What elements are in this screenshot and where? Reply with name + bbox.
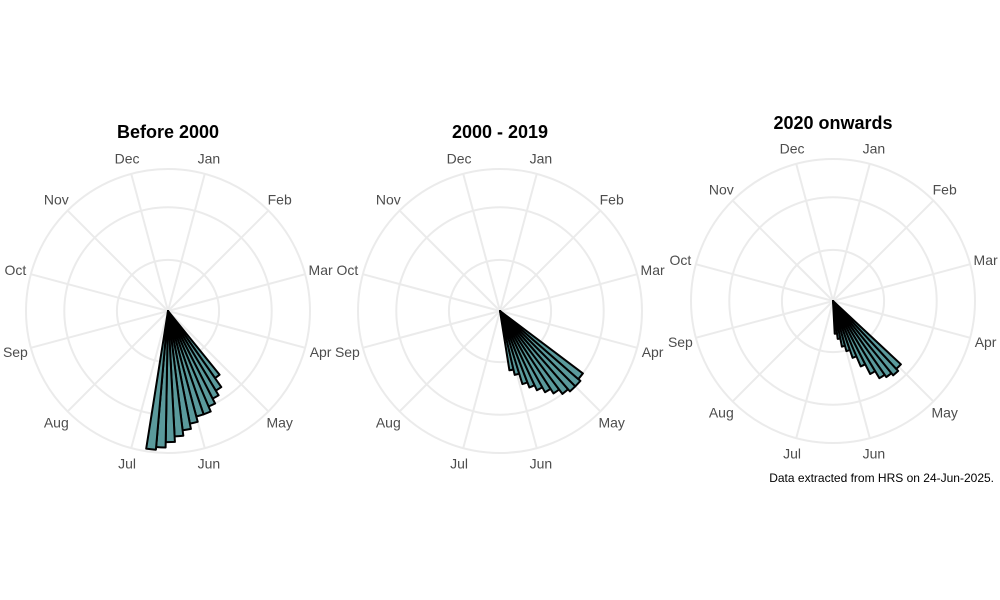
grid-spoke-feb — [832, 199, 935, 302]
grid-spoke-oct — [30, 273, 169, 312]
month-label-feb: Feb — [268, 191, 292, 207]
grid-ring-3 — [357, 168, 643, 454]
month-label-dec: Dec — [115, 150, 140, 166]
grid-ring-1 — [447, 258, 553, 364]
grid-ring-2 — [728, 196, 938, 406]
month-label-aug: Aug — [376, 415, 401, 431]
month-label-nov: Nov — [709, 181, 734, 197]
month-label-apr: Apr — [975, 334, 997, 350]
rose-bar — [832, 300, 902, 370]
grid-spoke-nov — [731, 199, 834, 302]
grid-spoke-nov — [66, 209, 169, 312]
grid-spoke-apr — [167, 310, 306, 349]
grid-spoke-aug — [66, 310, 169, 413]
month-label-jan: Jan — [530, 150, 553, 166]
month-label-oct: Oct — [337, 262, 359, 278]
month-label-sep: Sep — [668, 334, 693, 350]
grid-spoke-mar — [499, 273, 638, 312]
month-label-jan: Jan — [863, 140, 886, 156]
month-label-may: May — [931, 405, 957, 421]
month-label-aug: Aug — [44, 415, 69, 431]
panel-before-2000: Before 2000 Jan Feb Mar Apr May Jun Jul Aug Sep Oc… — [3, 122, 333, 472]
grid-ring-2 — [395, 206, 605, 416]
grid-spoke-apr — [832, 300, 971, 339]
grid-spoke-mar — [832, 263, 971, 302]
panel-title: 2020 onwards — [773, 113, 892, 133]
month-label-feb: Feb — [600, 191, 624, 207]
month-label-apr: Apr — [642, 344, 664, 360]
panel-title: Before 2000 — [117, 122, 219, 142]
rose-bar — [499, 310, 582, 388]
month-label-may: May — [266, 415, 292, 431]
grid-spoke-jan — [832, 163, 871, 302]
grid-spoke-sep — [30, 310, 169, 349]
panel-title: 2000 - 2019 — [452, 122, 548, 142]
grid-spoke-nov — [398, 209, 501, 312]
month-label-feb: Feb — [933, 181, 957, 197]
data-source-caption: Data extracted from HRS on 24-Jun-2025. — [769, 471, 994, 485]
month-label-jul: Jul — [783, 446, 801, 462]
grid-spoke-feb — [499, 209, 602, 312]
month-label-dec: Dec — [780, 140, 805, 156]
grid-spoke-oct — [695, 263, 834, 302]
grid-spoke-dec — [795, 163, 834, 302]
month-label-jun: Jun — [198, 456, 221, 472]
panel-2000-2019: 2000 - 2019 Jan Feb Mar Apr May Jun Jul Aug Sep Oc… — [335, 122, 665, 472]
month-label-mar: Mar — [974, 252, 998, 268]
grid-spoke-apr — [499, 310, 638, 349]
grid-spoke-sep — [695, 300, 834, 339]
grid-spoke-jul — [795, 300, 834, 439]
grid-ring-3 — [690, 158, 976, 444]
grid-spoke-aug — [731, 300, 834, 403]
month-label-oct: Oct — [5, 262, 27, 278]
month-label-oct: Oct — [670, 252, 692, 268]
rose-bar — [145, 310, 169, 451]
month-label-dec: Dec — [447, 150, 472, 166]
grid-spoke-jul — [130, 310, 169, 449]
month-label-jul: Jul — [450, 456, 468, 472]
grid-spoke-feb — [167, 209, 270, 312]
grid-spoke-may — [167, 310, 270, 413]
grid-spoke-jan — [499, 173, 538, 312]
grid-spoke-sep — [362, 310, 501, 349]
month-label-may: May — [598, 415, 624, 431]
grid-spoke-jan — [167, 173, 206, 312]
grid-spoke-mar — [167, 273, 306, 312]
grid-spoke-jul — [462, 310, 501, 449]
grid-spoke-aug — [398, 310, 501, 413]
month-label-jul: Jul — [118, 456, 136, 472]
month-label-aug: Aug — [709, 405, 734, 421]
grid-ring-1 — [780, 248, 886, 354]
month-label-nov: Nov — [44, 191, 69, 207]
panel-2020-onwards: 2020 onwards Jan Feb Mar Apr May Jun Jul Aug Sep O… — [668, 113, 998, 462]
rose-bar — [499, 310, 584, 381]
grid-spoke-dec — [462, 173, 501, 312]
month-label-mar: Mar — [309, 262, 333, 278]
grid-spoke-oct — [362, 273, 501, 312]
month-label-mar: Mar — [641, 262, 665, 278]
month-label-sep: Sep — [335, 344, 360, 360]
month-label-apr: Apr — [310, 344, 332, 360]
month-label-jun: Jun — [863, 446, 886, 462]
grid-ring-3 — [25, 168, 311, 454]
month-label-sep: Sep — [3, 344, 28, 360]
month-label-jun: Jun — [530, 456, 553, 472]
month-label-jan: Jan — [198, 150, 221, 166]
grid-spoke-dec — [130, 173, 169, 312]
month-label-nov: Nov — [376, 191, 401, 207]
